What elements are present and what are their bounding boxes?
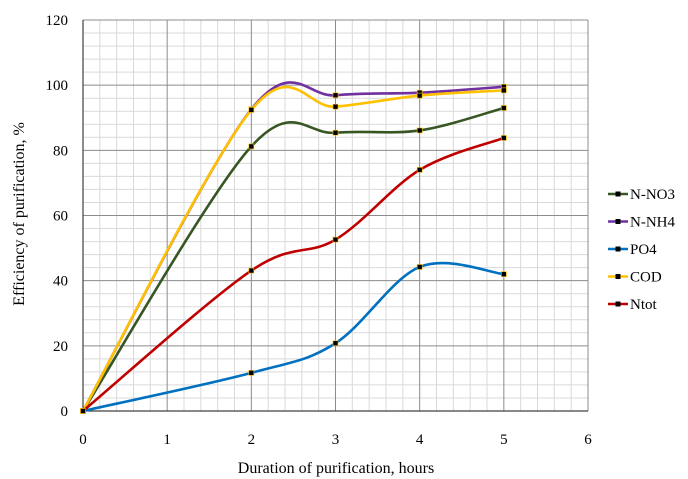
- legend-marker: [615, 219, 621, 224]
- x-tick-label: 3: [332, 432, 340, 448]
- data-point-n-no3: [332, 129, 339, 136]
- data-point-po4: [501, 271, 507, 277]
- data-point-po4: [332, 340, 339, 347]
- y-tick-label: 80: [53, 143, 68, 159]
- legend-label: COD: [630, 270, 662, 286]
- y-tick-label: 100: [46, 78, 69, 94]
- series-n-no3: [80, 105, 507, 414]
- data-point-ntot: [248, 267, 255, 274]
- legend-label: PO4: [630, 242, 657, 258]
- series-po4: [80, 261, 507, 414]
- legend-item-cod: COD: [608, 270, 662, 286]
- y-tick-label: 60: [53, 209, 68, 225]
- data-point-cod: [416, 92, 423, 99]
- series-n-nh4: [80, 81, 507, 414]
- major-gridlines: [82, 19, 589, 412]
- data-point-n-no3: [501, 105, 507, 111]
- x-tick-label: 0: [79, 432, 87, 448]
- x-tick-label: 1: [163, 432, 171, 448]
- series-ntot: [80, 135, 507, 414]
- data-point-cod: [248, 107, 255, 113]
- data-point-n-nh4: [332, 92, 339, 99]
- legend-item-po4: PO4: [608, 242, 657, 258]
- series-line-po4: [81, 261, 506, 413]
- legend-marker: [615, 274, 621, 279]
- y-tick-label: 40: [53, 274, 68, 290]
- series-layer: [80, 81, 507, 414]
- legend-item-n-nh4: N-NH4: [608, 215, 675, 231]
- data-point-po4: [248, 370, 255, 376]
- y-tick-label: 0: [61, 404, 69, 420]
- data-point-po4: [416, 264, 423, 270]
- x-axis-title: Duration of purification, hours: [238, 460, 434, 477]
- y-axis-title: Efficiency of purification, %: [11, 122, 28, 306]
- data-point-cod: [501, 87, 507, 94]
- data-point-cod: [332, 103, 339, 110]
- y-tick-label: 20: [53, 339, 68, 355]
- legend: N-NO3 N-NH4 PO4 COD Ntot: [608, 187, 675, 313]
- data-point-n-no3: [248, 143, 255, 150]
- data-point-ntot: [501, 135, 507, 141]
- legend-label: N-NH4: [630, 215, 675, 231]
- x-tick-label: 5: [500, 432, 508, 448]
- series-line-n-no3: [81, 106, 506, 413]
- legend-marker: [615, 191, 621, 197]
- y-tick-label: 120: [46, 13, 69, 29]
- x-tick-label: 2: [248, 432, 256, 448]
- legend-marker: [615, 301, 621, 307]
- data-point-ntot: [416, 167, 423, 173]
- legend-marker: [615, 246, 621, 252]
- legend-item-ntot: Ntot: [608, 297, 658, 313]
- data-point-ntot: [332, 236, 339, 243]
- axes: [82, 20, 588, 412]
- series-cod: [80, 85, 507, 414]
- legend-label: Ntot: [630, 297, 658, 313]
- series-line-ntot: [81, 136, 506, 413]
- data-point-ntot: [80, 408, 86, 414]
- series-line-cod: [81, 85, 506, 413]
- x-tick-labels: 0 1 2 3 4 5 6: [79, 432, 592, 448]
- y-tick-labels: 0 20 40 60 80 100 120: [46, 13, 69, 420]
- x-tick-label: 4: [416, 432, 424, 448]
- legend-label: N-NO3: [630, 187, 675, 203]
- data-point-n-no3: [416, 127, 423, 134]
- legend-item-n-no3: N-NO3: [608, 187, 675, 203]
- x-tick-label: 6: [584, 432, 592, 448]
